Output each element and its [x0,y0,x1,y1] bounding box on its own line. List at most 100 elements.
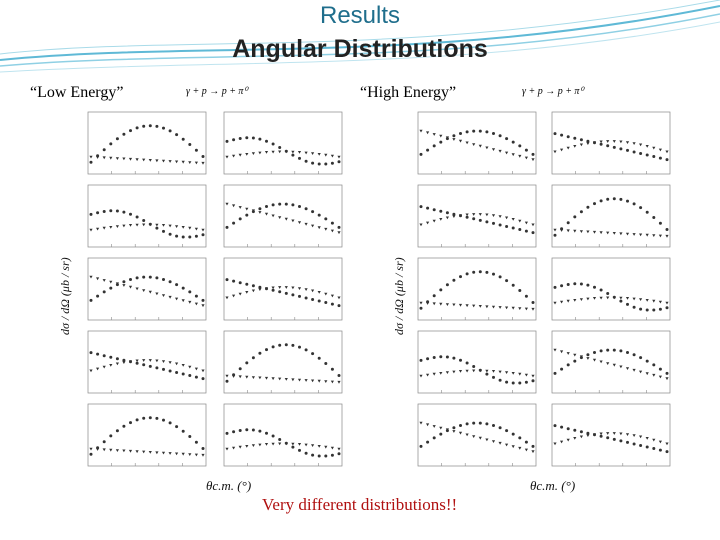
marker-circle [251,284,255,288]
marker-triangle [439,134,443,138]
marker-triangle [264,376,269,380]
marker-circle [459,424,462,427]
marker-circle [181,372,185,376]
marker-triangle [612,232,616,235]
marker-triangle [194,302,198,306]
marker-circle [485,372,489,376]
marker-triangle [89,155,93,159]
marker-triangle [458,139,463,143]
marker-triangle [553,442,557,446]
marker-circle [142,124,146,128]
marker-triangle [278,442,282,446]
marker-triangle [599,432,603,436]
marker-triangle [148,223,152,227]
marker-circle [612,145,616,149]
marker-circle [155,276,159,280]
marker-circle [330,453,334,457]
marker-circle [324,454,328,458]
marker-circle [265,431,268,435]
marker-circle [232,430,236,434]
marker-circle [168,421,172,425]
marker-triangle [161,159,166,163]
marker-triangle [612,363,616,367]
marker-triangle [485,213,489,217]
marker-circle [531,379,535,383]
marker-circle [432,144,436,148]
marker-circle [439,140,443,144]
marker-triangle [175,160,179,164]
marker-circle [492,424,495,427]
marker-triangle [155,223,159,227]
marker-circle [142,416,146,420]
marker-triangle [201,369,205,373]
marker-circle [465,422,469,426]
marker-triangle [264,287,269,290]
marker-triangle [297,287,302,290]
marker-triangle [201,304,205,308]
marker-circle [478,218,482,222]
plot-panel-frame [223,184,343,248]
marker-circle [330,161,334,165]
marker-circle [452,134,456,138]
marker-triangle [439,302,443,306]
marker-triangle [330,229,334,233]
plot-panel-frame [551,257,671,321]
marker-triangle [102,365,106,369]
marker-triangle [291,219,295,223]
marker-triangle [524,373,528,377]
marker-triangle [658,375,662,379]
marker-circle [148,364,152,368]
marker-triangle [505,371,509,374]
marker-triangle [645,233,649,237]
marker-circle [304,451,308,455]
marker-circle [511,283,515,287]
marker-circle [518,436,522,440]
marker-triangle [625,232,630,236]
marker-circle [426,357,430,361]
marker-triangle [432,372,436,376]
marker-circle [135,361,139,365]
marker-circle [452,212,456,216]
marker-circle [311,352,315,356]
marker-triangle [586,357,590,360]
marker-triangle [566,352,570,355]
marker-triangle [652,373,656,377]
marker-triangle [188,365,192,369]
marker-circle [304,159,308,163]
marker-circle [278,438,282,441]
marker-triangle [586,434,590,437]
marker-circle [298,448,301,452]
marker-circle [317,213,321,217]
marker-triangle [592,230,597,234]
marker-triangle [419,421,423,425]
marker-triangle [472,369,476,373]
marker-circle [271,288,275,292]
plot-panel-frame [417,403,537,467]
marker-triangle [122,284,126,287]
marker-triangle [531,450,535,454]
marker-triangle [472,213,476,216]
marker-circle [175,234,179,238]
marker-triangle [419,301,423,305]
marker-circle [606,197,610,201]
marker-circle [115,357,119,361]
marker-circle [419,152,423,156]
marker-circle [298,345,301,349]
marker-triangle [560,350,564,354]
marker-circle [122,424,126,428]
marker-circle [593,351,596,354]
marker-circle [168,280,172,284]
marker-circle [632,442,636,446]
marker-triangle [498,306,502,309]
marker-triangle [478,369,482,373]
marker-triangle [142,450,146,454]
marker-triangle [188,300,192,304]
plot-panel-frame [87,403,207,467]
marker-triangle [518,307,522,310]
marker-triangle [599,296,603,300]
marker-circle [619,197,623,201]
marker-circle [553,424,557,428]
marker-triangle [148,359,152,362]
marker-triangle [612,432,616,435]
